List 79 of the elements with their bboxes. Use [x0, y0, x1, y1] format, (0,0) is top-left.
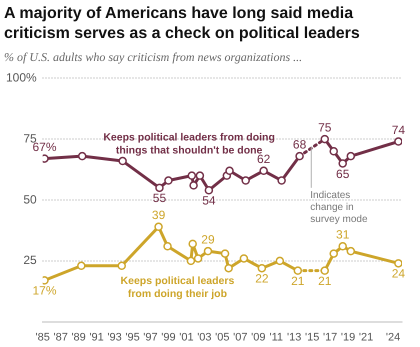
- point: [329, 147, 338, 156]
- data-label: 75: [318, 120, 332, 134]
- ref-line-label: Indicates change in survey mode: [310, 190, 368, 226]
- point: [346, 152, 356, 160]
- point: [258, 264, 266, 272]
- point: [220, 249, 230, 258]
- point: [224, 264, 233, 272]
- data-label: 54: [202, 194, 216, 208]
- x-tick-label: '11: [269, 331, 284, 344]
- point: [189, 181, 198, 190]
- x-tick-label: '03: [197, 331, 212, 344]
- y-tick-label: 25: [23, 253, 38, 268]
- chart-subtitle: % of U.S. adults who say criticism from news organizations ...: [3, 49, 304, 65]
- x-tick-label: '97: [143, 331, 158, 344]
- point: [194, 254, 202, 263]
- x-tick-label: '15: [305, 331, 320, 344]
- x-tick-label: '17: [322, 331, 338, 344]
- point: [277, 176, 286, 185]
- point: [196, 171, 204, 180]
- point: [188, 240, 197, 248]
- point: [163, 242, 172, 251]
- chart-title: A majority of Americans have long said media criticism serves as a check on political leaders: [3, 4, 361, 44]
- data-label: 74: [392, 122, 406, 137]
- data-label: 21: [318, 274, 332, 288]
- point: [346, 246, 356, 256]
- x-tick-label: '99: [161, 331, 176, 344]
- x-tick-label: '87: [53, 331, 68, 344]
- point: [338, 159, 347, 168]
- x-tick-label: '19: [340, 331, 356, 344]
- point: [394, 259, 402, 268]
- y-tick-label: 100%: [6, 70, 38, 85]
- point: [186, 256, 196, 266]
- point: [320, 134, 329, 144]
- x-tick-label: '91: [89, 331, 104, 344]
- data-label: 55: [152, 191, 166, 206]
- point: [204, 186, 214, 195]
- data-label: 62: [256, 152, 271, 166]
- x-tick-label: '85: [36, 331, 50, 344]
- x-tick-label: '01: [179, 331, 194, 344]
- data-label: 24: [392, 266, 406, 281]
- point: [241, 176, 250, 185]
- point: [259, 166, 268, 176]
- x-tick-label: '13: [287, 331, 302, 344]
- x-tick-label: '07: [233, 331, 248, 344]
- point: [164, 176, 173, 185]
- point: [77, 262, 86, 270]
- x-tick-label: '24: [386, 331, 400, 344]
- data-label: 22: [255, 272, 269, 286]
- point: [320, 266, 329, 275]
- data-label: 65: [336, 166, 350, 181]
- data-label: 31: [336, 228, 350, 242]
- point: [329, 249, 338, 258]
- x-tick-label: '89: [71, 331, 86, 344]
- point: [117, 262, 126, 270]
- point: [276, 256, 284, 266]
- data-label: 68: [292, 137, 307, 152]
- point: [338, 242, 347, 251]
- data-label: 29: [201, 232, 215, 246]
- series-label: Keeps political leaders from doing their job: [120, 275, 234, 300]
- y-tick-label: 50: [23, 192, 38, 206]
- point: [394, 137, 402, 146]
- data-label: 17%: [32, 284, 57, 298]
- point: [78, 152, 86, 160]
- point: [154, 222, 163, 232]
- point: [225, 166, 234, 176]
- x-tick-label: '05: [215, 331, 230, 344]
- x-tick-label: '93: [107, 331, 122, 344]
- point: [155, 184, 164, 192]
- data-label: 39: [152, 208, 166, 222]
- x-tick-label: '09: [251, 331, 266, 344]
- point: [295, 152, 304, 160]
- point: [204, 246, 212, 256]
- point: [188, 171, 196, 180]
- x-tick-label: '95: [125, 331, 140, 344]
- point: [240, 254, 248, 263]
- data-label: 21: [291, 274, 305, 288]
- x-tick-label: '21: [358, 331, 374, 344]
- point: [118, 156, 127, 166]
- point: [294, 266, 302, 275]
